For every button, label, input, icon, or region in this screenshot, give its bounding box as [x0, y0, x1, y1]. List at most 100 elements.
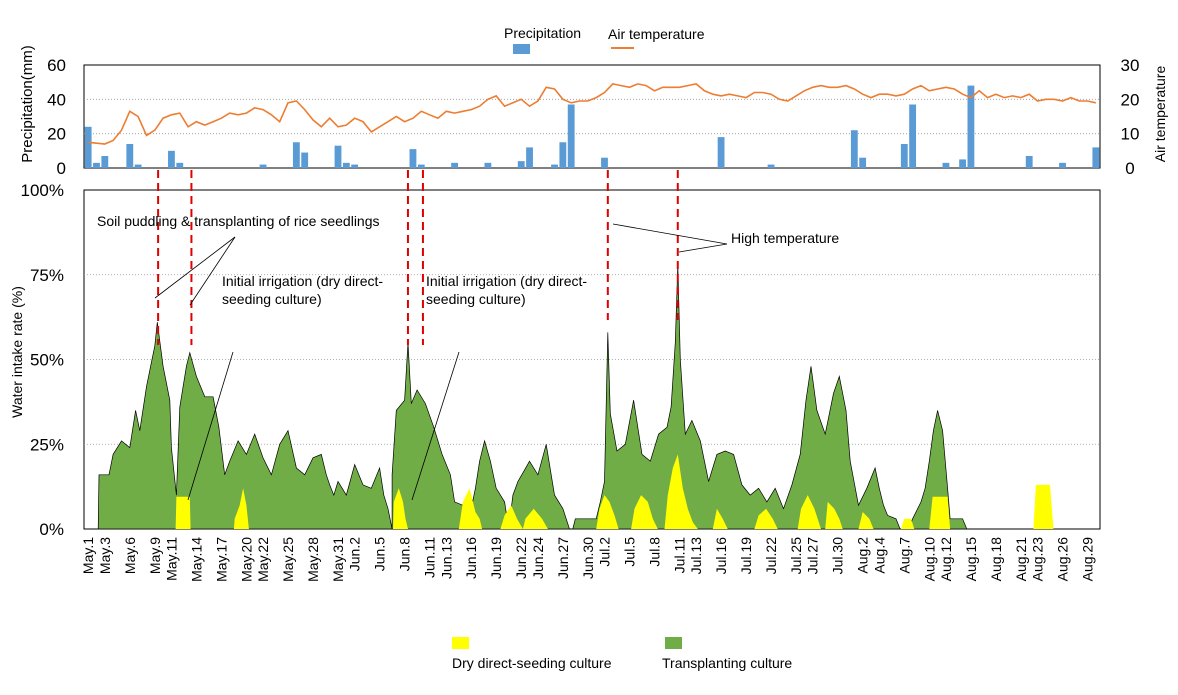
annotations: Soil puddling & transplanting of rice se…	[97, 213, 839, 501]
date-tick-label: May.22	[255, 537, 271, 582]
event-markers	[157, 170, 679, 345]
precipitation-bar	[417, 164, 425, 168]
annotation-high-temp-leader-1	[612, 223, 728, 245]
water-intake-tick-label: 50%	[30, 351, 64, 370]
precipitation-bar	[334, 145, 342, 168]
precipitation-bar	[942, 162, 950, 168]
precipitation-bar	[301, 152, 309, 168]
precipitation-bar	[101, 155, 109, 168]
date-tick-label: Jul.2	[597, 537, 613, 567]
date-tick-label: Jun.27	[555, 537, 571, 579]
date-tick-label: May.28	[305, 537, 321, 582]
date-tick-label: Aug.21	[1013, 537, 1029, 582]
date-tick-label: Aug.15	[963, 537, 979, 582]
bottom-legend: Dry direct-seeding culture Transplanting…	[452, 637, 792, 671]
date-tick-label: Jul.19	[738, 537, 754, 575]
precipitation-bar	[451, 162, 459, 168]
date-tick-label: May.6	[122, 537, 138, 574]
precip-tick-label: 40	[47, 90, 66, 109]
annotation-puddling-leader-1	[154, 236, 236, 299]
precipitation-bar	[717, 137, 725, 168]
dry-legend-label: Dry direct-seeding culture	[452, 655, 612, 671]
precipitation-bar	[168, 150, 175, 168]
water-intake-tick-label: 0%	[39, 520, 64, 539]
precipitation-bar	[409, 149, 417, 168]
date-tick-label: Aug.23	[1030, 537, 1046, 582]
date-tick-label: Aug.26	[1055, 537, 1071, 582]
annotation-irrigation-2-line1: Initial irrigation (dry direct-	[426, 273, 587, 289]
precipitation-bar	[134, 164, 142, 168]
bottom-gridlines	[84, 274, 1100, 445]
temperature-tick-label: 10	[1121, 125, 1140, 144]
date-tick-label: Jun.11	[422, 537, 438, 578]
top-legend: Precipitation Air temperature	[504, 25, 705, 54]
date-tick-label: Aug.18	[988, 537, 1004, 582]
precipitation-bar	[484, 162, 492, 168]
water-intake-tick-label: 75%	[30, 266, 64, 285]
annotation-puddling: Soil puddling & transplanting of rice se…	[97, 213, 380, 229]
annotation-high-temp-leader-2	[678, 243, 728, 253]
precipitation-bar	[567, 104, 575, 168]
annotation-irrigation-1-leader	[187, 351, 234, 501]
temperature-axis-ticks: 0 10 20 30	[1121, 56, 1140, 178]
dry-legend-swatch	[452, 637, 469, 649]
date-tick-label: Jul.11	[671, 537, 687, 574]
date-tick-label: May.1	[80, 537, 96, 574]
precipitation-bar	[84, 126, 92, 168]
precipitation-bar	[967, 85, 975, 168]
precipitation-bar	[1059, 162, 1066, 168]
annotation-irrigation-1-line1: Initial irrigation (dry direct-	[222, 273, 383, 289]
precipitation-bar	[601, 157, 608, 168]
temperature-axis-label: Air temperature	[1152, 66, 1168, 163]
air-temperature-line	[88, 83, 1096, 145]
date-tick-label: May.11	[163, 537, 179, 581]
date-tick-label: Jun.24	[530, 537, 546, 579]
precip-tick-label: 20	[47, 125, 66, 144]
annotation-irrigation-2-line2: seeding culture)	[426, 291, 526, 307]
date-tick-label: Jun.19	[488, 537, 504, 579]
water-intake-axis-ticks: 0% 25% 50% 75% 100%	[21, 181, 64, 539]
temperature-tick-label: 0	[1125, 159, 1134, 178]
precip-tick-label: 60	[47, 56, 66, 75]
precipitation-bar	[859, 157, 867, 168]
annotation-puddling-leader-2	[189, 236, 236, 306]
date-tick-label: Aug.7	[896, 537, 912, 574]
date-tick-label: Jul.27	[805, 537, 821, 575]
date-tick-label: Jul.13	[688, 537, 704, 575]
date-tick-label: Jun.16	[463, 537, 479, 579]
top-plot-frame	[83, 64, 1101, 169]
transplanting-area	[97, 264, 968, 530]
precipitation-bar	[517, 161, 525, 168]
precip-axis-label: Precipitation(mm)	[19, 45, 36, 163]
date-tick-label: Jun.8	[397, 537, 413, 571]
date-tick-label: May.9	[147, 537, 163, 574]
top-gridlines	[84, 98, 1100, 135]
temperature-tick-label: 30	[1121, 56, 1140, 75]
date-tick-label: Aug.29	[1080, 537, 1096, 582]
water-intake-tick-label: 25%	[30, 435, 64, 454]
precipitation-bar	[559, 142, 567, 168]
date-tick-label: May.25	[280, 537, 296, 582]
date-tick-label: Jul.25	[788, 537, 804, 575]
date-tick-label: Jul.16	[713, 537, 729, 575]
precipitation-bar	[1092, 147, 1100, 168]
annotation-irrigation-1-line2: seeding culture)	[222, 291, 322, 307]
precip-legend-label: Precipitation	[504, 25, 581, 41]
date-tick-label: Jun.2	[347, 537, 363, 571]
date-tick-label: Aug.4	[871, 537, 887, 574]
precipitation-bar	[259, 164, 267, 168]
precipitation-bar	[93, 162, 100, 168]
precipitation-bar	[900, 143, 908, 168]
date-tick-label: Aug.2	[855, 537, 871, 574]
annotation-irrigation-2-leader	[411, 351, 460, 501]
precipitation-bars	[84, 85, 1100, 168]
precipitation-bar	[292, 142, 300, 168]
date-tick-label: Jul.30	[830, 537, 846, 575]
date-tick-label: Jun.13	[438, 537, 454, 579]
dry-direct-seeding-area	[175, 454, 1054, 529]
precipitation-bar	[1025, 155, 1033, 168]
date-tick-label: May.17	[213, 537, 229, 582]
precip-temp-panel: 0 20 40 60 0 10 20 30 Precipitation(mm) Air te…	[19, 45, 1168, 178]
date-tick-label: Jul.8	[647, 537, 663, 567]
date-tick-label: May.20	[238, 537, 254, 582]
